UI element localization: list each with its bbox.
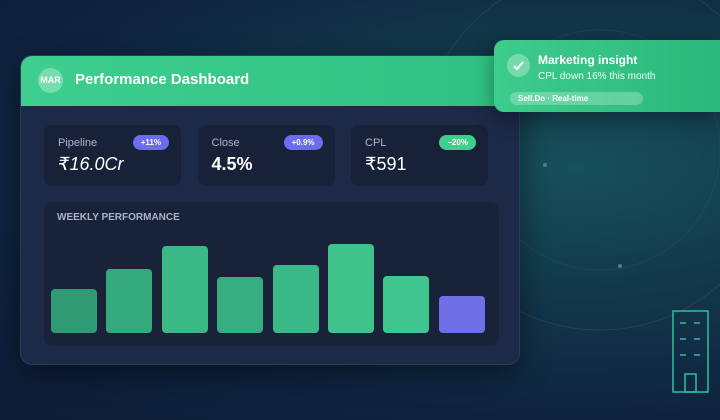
kpi-card: Close 4.5% +0.9% [197, 125, 335, 186]
bar [51, 289, 97, 333]
dashboard-panel: MAR Performance Dashboard WEEKLY PERFORM… [20, 55, 520, 365]
bar [438, 296, 485, 333]
chart-card: WEEKLY PERFORMANCE [44, 202, 499, 346]
kpi-change: +11% [132, 135, 169, 150]
bar [161, 246, 208, 333]
dashboard-header: MAR Performance Dashboard [21, 56, 519, 106]
notification-title: Marketing insight [538, 53, 638, 67]
dot [543, 163, 547, 167]
bar [272, 265, 319, 333]
notification-text: CPL down 16% this month [538, 71, 656, 82]
kpi-card: CPL ₹591 −20% [351, 125, 488, 186]
bar [383, 276, 430, 333]
dot [618, 264, 622, 268]
check-icon [507, 54, 530, 77]
kpi-label: CPL [365, 137, 387, 149]
check-mark [513, 61, 524, 71]
kpi-value: 4.5% [211, 154, 253, 174]
dashboard-title: Performance Dashboard [75, 71, 250, 88]
bar [217, 277, 264, 333]
bar [106, 269, 153, 333]
chart-title: WEEKLY PERFORMANCE [57, 212, 180, 223]
notification-source: Sell.Do · Real-time [510, 92, 643, 105]
kpi-value: ₹16.0Cr [58, 154, 124, 174]
bar [328, 244, 374, 333]
kpi-card: Pipeline ₹16.0Cr +11% [44, 125, 181, 186]
building-icon [672, 310, 709, 393]
notification[interactable]: Marketing insight CPL down 16% this mont… [494, 40, 720, 112]
kpi-value: ₹591 [365, 154, 407, 174]
kpi-label: Pipeline [58, 137, 98, 149]
month-badge: MAR [38, 68, 63, 93]
kpi-change: +0.9% [283, 135, 323, 150]
kpi-change: −20% [439, 135, 476, 150]
kpi-label: Close [211, 137, 240, 149]
